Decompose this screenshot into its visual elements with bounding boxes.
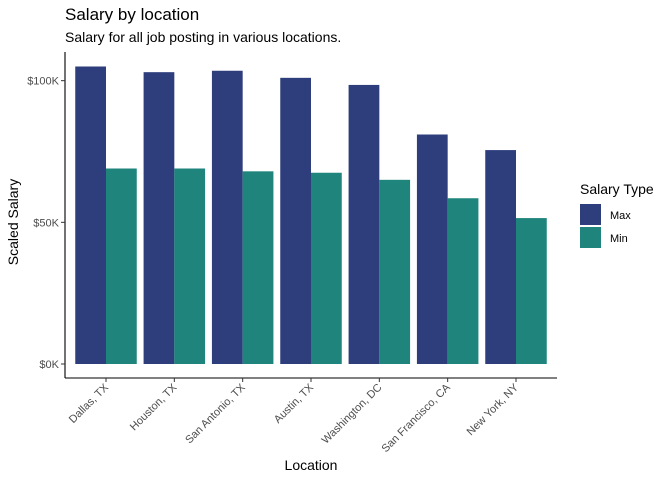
y-axis-title: Scaled Salary: [5, 179, 21, 265]
bars-layer: [75, 66, 547, 365]
bar-min-houston-tx: [174, 168, 206, 364]
bar-min-new-york-ny: [516, 218, 547, 364]
bar-min-san-antonio-tx: [242, 171, 274, 364]
y-tick-label: $50K: [33, 217, 59, 229]
bar-min-san-francisco-ca: [447, 198, 479, 364]
x-tick-label: New York, NY: [465, 381, 522, 438]
x-tick-label: San Francisco, CA: [379, 381, 453, 455]
legend-label-max: Max: [610, 210, 631, 222]
bar-max-washington-dc: [348, 84, 380, 365]
bar-max-new-york-ny: [485, 150, 516, 364]
legend-title: Salary Type: [580, 181, 654, 197]
x-tick-label: Houston, TX: [128, 381, 180, 433]
chart-title: Salary by location: [65, 5, 200, 24]
x-tick-label: Austin, TX: [272, 381, 317, 426]
x-tick-label: Dallas, TX: [67, 381, 112, 426]
x-axis-title: Location: [285, 457, 338, 473]
legend-label-min: Min: [610, 233, 628, 245]
legend-swatch-min: [580, 227, 601, 248]
bar-max-dallas-tx: [75, 66, 106, 364]
legend-swatch-max: [580, 204, 601, 225]
x-tick-label: Washington, DC: [320, 382, 385, 447]
bar-max-san-antonio-tx: [211, 70, 243, 364]
bar-min-washington-dc: [379, 179, 411, 364]
bar-max-san-francisco-ca: [416, 134, 448, 364]
bar-max-austin-tx: [280, 77, 311, 364]
y-tick-label: $100K: [27, 76, 59, 88]
bar-min-dallas-tx: [106, 168, 137, 364]
bar-max-houston-tx: [143, 72, 175, 365]
x-tick-label: San Antonio, TX: [183, 381, 248, 446]
y-tick-label: $0K: [39, 359, 59, 371]
legend: Salary Type Max Min: [580, 181, 654, 248]
chart-subtitle: Salary for all job posting in various lo…: [65, 29, 342, 45]
bar-min-austin-tx: [311, 172, 342, 364]
